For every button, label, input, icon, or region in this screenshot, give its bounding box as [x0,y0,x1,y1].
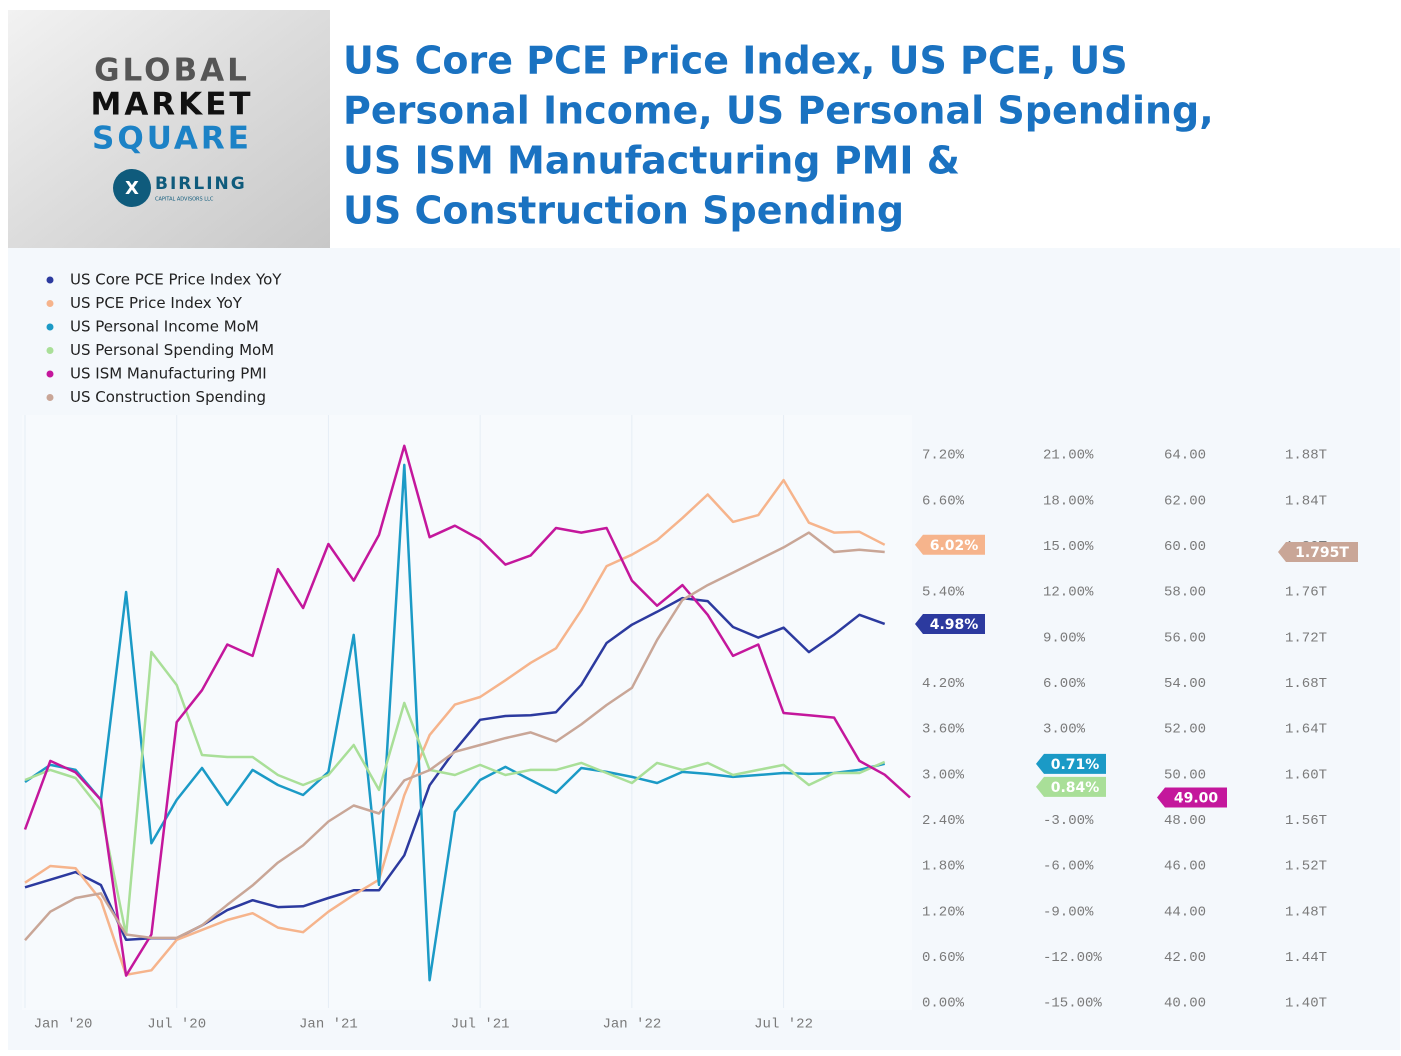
series-line [24,478,886,977]
logo-brand: BIRLING [155,174,247,194]
value-label: 0.71% [1051,757,1100,773]
y-tick-label: 1.56T [1285,813,1327,829]
value-label: 6.02% [930,538,979,554]
y-tick-label: 15.00% [1043,539,1094,555]
chart-title: US ISM Manufacturing PMI & [343,139,960,183]
y-tick-label: 56.00 [1164,630,1206,646]
y-tick-label: -12.00% [1043,950,1102,966]
x-tick-label: Jan '22 [602,1017,661,1033]
legend-marker [46,300,54,307]
logo-text: MARKET [90,87,253,123]
chart-title: Personal Income, US Personal Spending, [343,89,1214,133]
y-tick-label: 12.00% [1043,585,1094,601]
logo-icon-glyph: X [125,178,139,199]
legend-label: US Construction Spending [70,388,266,406]
y-tick-label: 1.40T [1285,996,1327,1012]
value-label: 4.98% [930,617,979,633]
y-tick-label: 1.72T [1285,630,1327,646]
logo-text: GLOBAL [94,53,250,89]
chart-title: US Core PCE Price Index, US PCE, US [343,39,1128,83]
y-tick-label: 3.00% [1043,722,1086,738]
series-line [24,463,885,982]
y-tick-label: 1.20% [922,904,965,920]
legend-label: US PCE Price Index YoY [70,294,243,312]
y-tick-label: 3.60% [922,722,965,738]
y-tick-label: 5.40% [922,585,965,601]
legend-marker [46,276,54,284]
y-tick-label: 7.20% [922,448,965,464]
y-tick-label: 48.00 [1164,813,1206,829]
x-tick-label: Jul '21 [451,1017,510,1033]
y-tick-label: 1.52T [1285,859,1327,875]
y-tick-label: 6.60% [922,493,965,509]
y-tick-label: -6.00% [1043,859,1094,875]
legend-label: US Core PCE Price Index YoY [70,271,282,289]
y-tick-label: 50.00 [1164,767,1206,783]
y-tick-label: 44.00 [1164,904,1206,920]
x-tick-label: Jan '20 [34,1017,93,1033]
y-tick-label: 54.00 [1164,676,1206,692]
value-tag [915,534,985,555]
y-tick-label: -3.00% [1043,813,1094,829]
y-tick-label: 3.00% [922,767,965,783]
value-label: 1.795T [1295,545,1349,561]
y-tick-label: 6.00% [1043,676,1086,692]
y-tick-label: 58.00 [1164,585,1206,601]
legend-marker [46,347,54,354]
y-tick-label: 64.00 [1164,448,1206,464]
y-tick-label: 42.00 [1164,950,1206,966]
y-tick-label: 1.64T [1285,722,1327,738]
value-tag [1157,787,1227,808]
legend-label: US Personal Income MoM [70,318,259,336]
value-tag [915,613,985,634]
y-tick-label: 4.20% [922,676,965,692]
logo-icon [113,169,151,207]
y-tick-label: 1.80% [922,859,965,875]
y-tick-label: 0.00% [922,996,965,1012]
y-tick-label: 1.44T [1285,950,1327,966]
y-tick-label: 1.88T [1285,448,1327,464]
x-tick-label: Jul '20 [147,1017,206,1033]
legend-marker [46,370,54,378]
y-tick-label: 1.84T [1285,493,1327,509]
y-tick-label: 1.60T [1285,767,1327,783]
value-tag [1036,753,1106,774]
y-tick-label: 0.60% [922,950,965,966]
logo-background [8,10,330,248]
plot-area [22,415,912,1010]
y-tick-label: 21.00% [1043,448,1094,464]
y-tick-label: 1.48T [1285,904,1327,920]
logo-brand-sub: CAPITAL ADVISORS LLC [155,197,214,203]
y-tick-label: 40.00 [1164,996,1206,1012]
x-tick-label: Jan '21 [299,1017,358,1033]
value-tag [1278,542,1358,563]
value-tag [1036,776,1106,797]
value-label: 0.84% [1051,780,1100,796]
y-tick-label: 46.00 [1164,859,1206,875]
y-tick-label: -9.00% [1043,904,1094,920]
y-tick-label: 1.76T [1285,585,1327,601]
y-tick-label: 2.40% [922,813,965,829]
chart-title: US Construction Spending [343,189,904,233]
y-tick-label: 60.00 [1164,539,1206,555]
series-line [24,650,886,937]
y-tick-label: 9.00% [1043,630,1086,646]
legend-label: US ISM Manufacturing PMI [70,365,267,383]
legend-marker [46,323,54,331]
y-tick-label: -15.00% [1043,996,1102,1012]
y-tick-label: 18.00% [1043,493,1094,509]
logo-text: SQUARE [92,121,252,157]
y-tick-label: 62.00 [1164,493,1206,509]
x-tick-label: Jul '22 [754,1017,813,1033]
series-line [23,444,911,977]
legend-marker [46,394,54,401]
y-tick-label: 52.00 [1164,722,1206,738]
legend-label: US Personal Spending MoM [70,341,274,359]
series-line [24,531,885,942]
y-tick-label: 1.68T [1285,676,1327,692]
value-label: 49.00 [1174,790,1219,806]
